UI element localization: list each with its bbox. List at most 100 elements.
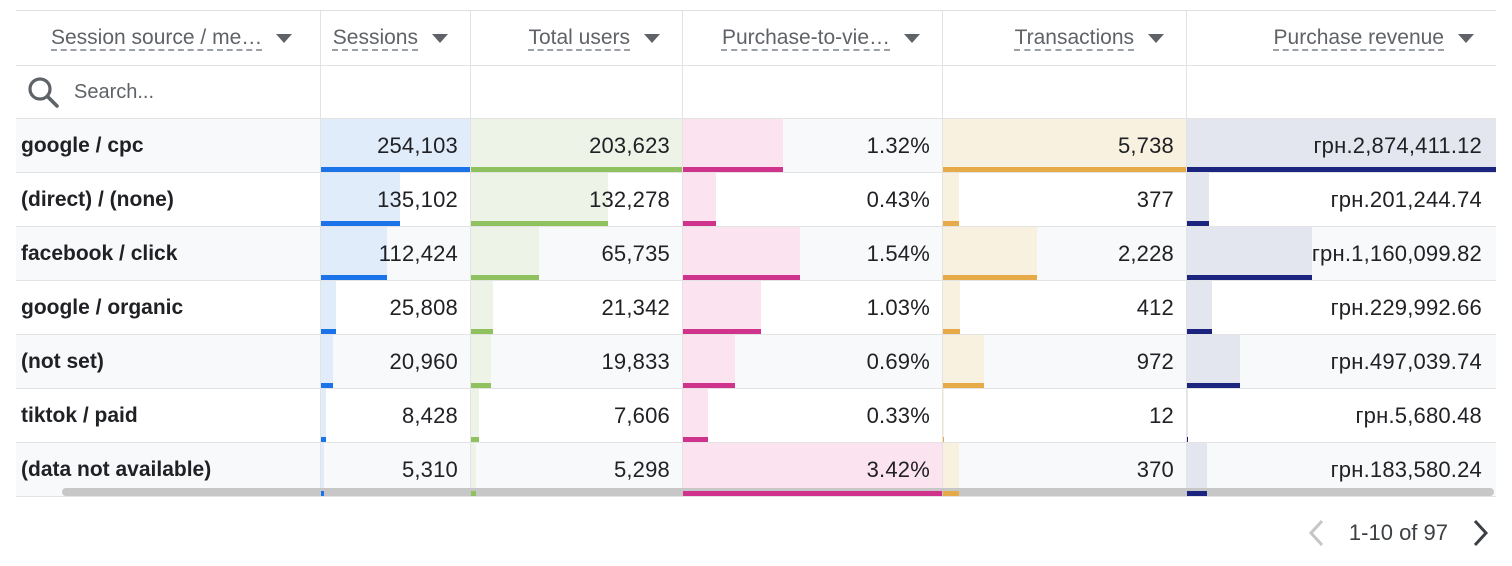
users-value: 19,833	[601, 348, 670, 374]
p2v-fill	[683, 227, 800, 280]
transactions-cell: 377	[943, 173, 1187, 227]
sessions-value: 5,310	[401, 456, 458, 482]
sessions-bar	[321, 221, 401, 226]
column-header-transactions[interactable]: Transactions	[943, 11, 1187, 66]
sessions-value: 254,103	[377, 132, 458, 158]
revenue-cell: грн.497,039.74	[1187, 335, 1496, 389]
users-cell: 132,278	[471, 173, 683, 227]
revenue-cell: грн.229,992.66	[1187, 281, 1496, 335]
transactions-value: 2,228	[1117, 240, 1174, 266]
column-header-sessions[interactable]: Sessions	[321, 11, 471, 66]
users-cell: 19,833	[471, 335, 683, 389]
chevron-down-icon[interactable]	[276, 33, 293, 43]
p2v-value: 3.42%	[866, 456, 930, 482]
revenue-cell: грн.201,244.74	[1187, 173, 1496, 227]
sessions-bar	[321, 275, 387, 280]
users-fill	[471, 173, 609, 226]
revenue-fill	[1187, 227, 1312, 280]
users-cell: 21,342	[471, 281, 683, 335]
sessions-cell: 20,960	[321, 335, 471, 389]
chevron-right-icon[interactable]	[1466, 513, 1496, 553]
chevron-down-icon[interactable]	[1458, 33, 1474, 43]
transactions-fill	[943, 281, 961, 334]
column-header-label: Transactions	[1014, 26, 1134, 49]
column-header-total-users[interactable]: Total users	[471, 11, 683, 66]
p2v-fill	[683, 443, 942, 496]
source-medium-value: (data not available)	[21, 457, 212, 481]
p2v-value: 0.69%	[866, 348, 930, 374]
chevron-down-icon[interactable]	[644, 33, 660, 43]
transactions-value: 377	[1136, 186, 1174, 212]
purchase-to-view-cell: 1.03%	[683, 281, 943, 335]
column-header-purchase-to-view[interactable]: Purchase-to-vie…	[683, 11, 943, 66]
transactions-bar	[943, 491, 959, 496]
revenue-bar	[1187, 167, 1496, 172]
revenue-value: грн.5,680.48	[1355, 402, 1482, 428]
p2v-value: 1.54%	[866, 240, 930, 266]
revenue-value: грн.229,992.66	[1330, 294, 1482, 320]
users-bar	[471, 221, 609, 226]
users-fill	[471, 389, 479, 442]
sessions-value: 20,960	[389, 348, 458, 374]
column-header-source[interactable]: Session source / me…	[16, 11, 321, 66]
sessions-cell: 112,424	[321, 227, 471, 281]
users-bar	[471, 383, 492, 388]
users-fill	[471, 335, 492, 388]
pagination: 1-10 of 97	[1301, 513, 1496, 553]
transactions-bar	[943, 221, 960, 226]
p2v-bar	[683, 167, 783, 172]
sessions-fill	[321, 119, 470, 172]
users-value: 132,278	[589, 186, 670, 212]
p2v-bar	[683, 329, 761, 334]
transactions-value: 370	[1136, 456, 1174, 482]
revenue-value: грн.183,580.24	[1330, 456, 1482, 482]
revenue-bar	[1187, 437, 1188, 442]
column-header-purchase-revenue[interactable]: Purchase revenue	[1187, 11, 1496, 66]
transactions-fill	[943, 443, 959, 496]
source-medium-value: google / organic	[21, 295, 184, 319]
revenue-fill	[1187, 389, 1188, 442]
users-value: 7,606	[613, 402, 670, 428]
purchase-to-view-cell: 1.32%	[683, 119, 943, 173]
purchase-to-view-cell: 0.33%	[683, 389, 943, 443]
p2v-fill	[683, 281, 761, 334]
transactions-fill	[943, 173, 960, 226]
users-fill	[471, 443, 477, 496]
sessions-fill	[321, 227, 387, 280]
sessions-fill	[321, 281, 337, 334]
p2v-fill	[683, 173, 716, 226]
users-cell: 203,623	[471, 119, 683, 173]
transactions-cell: 5,738	[943, 119, 1187, 173]
search-row-empty-cell	[1187, 66, 1496, 119]
sessions-fill	[321, 389, 326, 442]
users-bar	[471, 437, 479, 442]
p2v-bar	[683, 383, 736, 388]
sessions-bar	[321, 491, 325, 496]
search-placeholder: Search...	[74, 80, 155, 103]
revenue-bar	[1187, 491, 1207, 496]
transactions-cell: 972	[943, 335, 1187, 389]
row-dimension: google / organic	[16, 281, 321, 335]
chevron-down-icon[interactable]	[432, 33, 448, 43]
users-value: 5,298	[613, 456, 670, 482]
chevron-left-icon[interactable]	[1301, 513, 1331, 553]
sessions-value: 135,102	[377, 186, 458, 212]
source-medium-value: facebook / click	[21, 241, 178, 265]
users-value: 65,735	[601, 240, 670, 266]
users-cell: 7,606	[471, 389, 683, 443]
search-field[interactable]: Search...	[16, 66, 321, 119]
sessions-cell: 135,102	[321, 173, 471, 227]
sessions-bar	[321, 329, 337, 334]
p2v-fill	[683, 335, 736, 388]
transactions-bar	[943, 167, 1186, 172]
sessions-value: 25,808	[389, 294, 458, 320]
revenue-cell: грн.2,874,411.12	[1187, 119, 1496, 173]
users-fill	[471, 281, 494, 334]
p2v-fill	[683, 389, 708, 442]
chevron-down-icon[interactable]	[1148, 33, 1164, 43]
p2v-value: 0.33%	[866, 402, 930, 428]
chevron-down-icon[interactable]	[904, 33, 920, 43]
revenue-bar	[1187, 329, 1212, 334]
source-medium-value: (direct) / (none)	[21, 187, 174, 211]
revenue-bar	[1187, 221, 1209, 226]
